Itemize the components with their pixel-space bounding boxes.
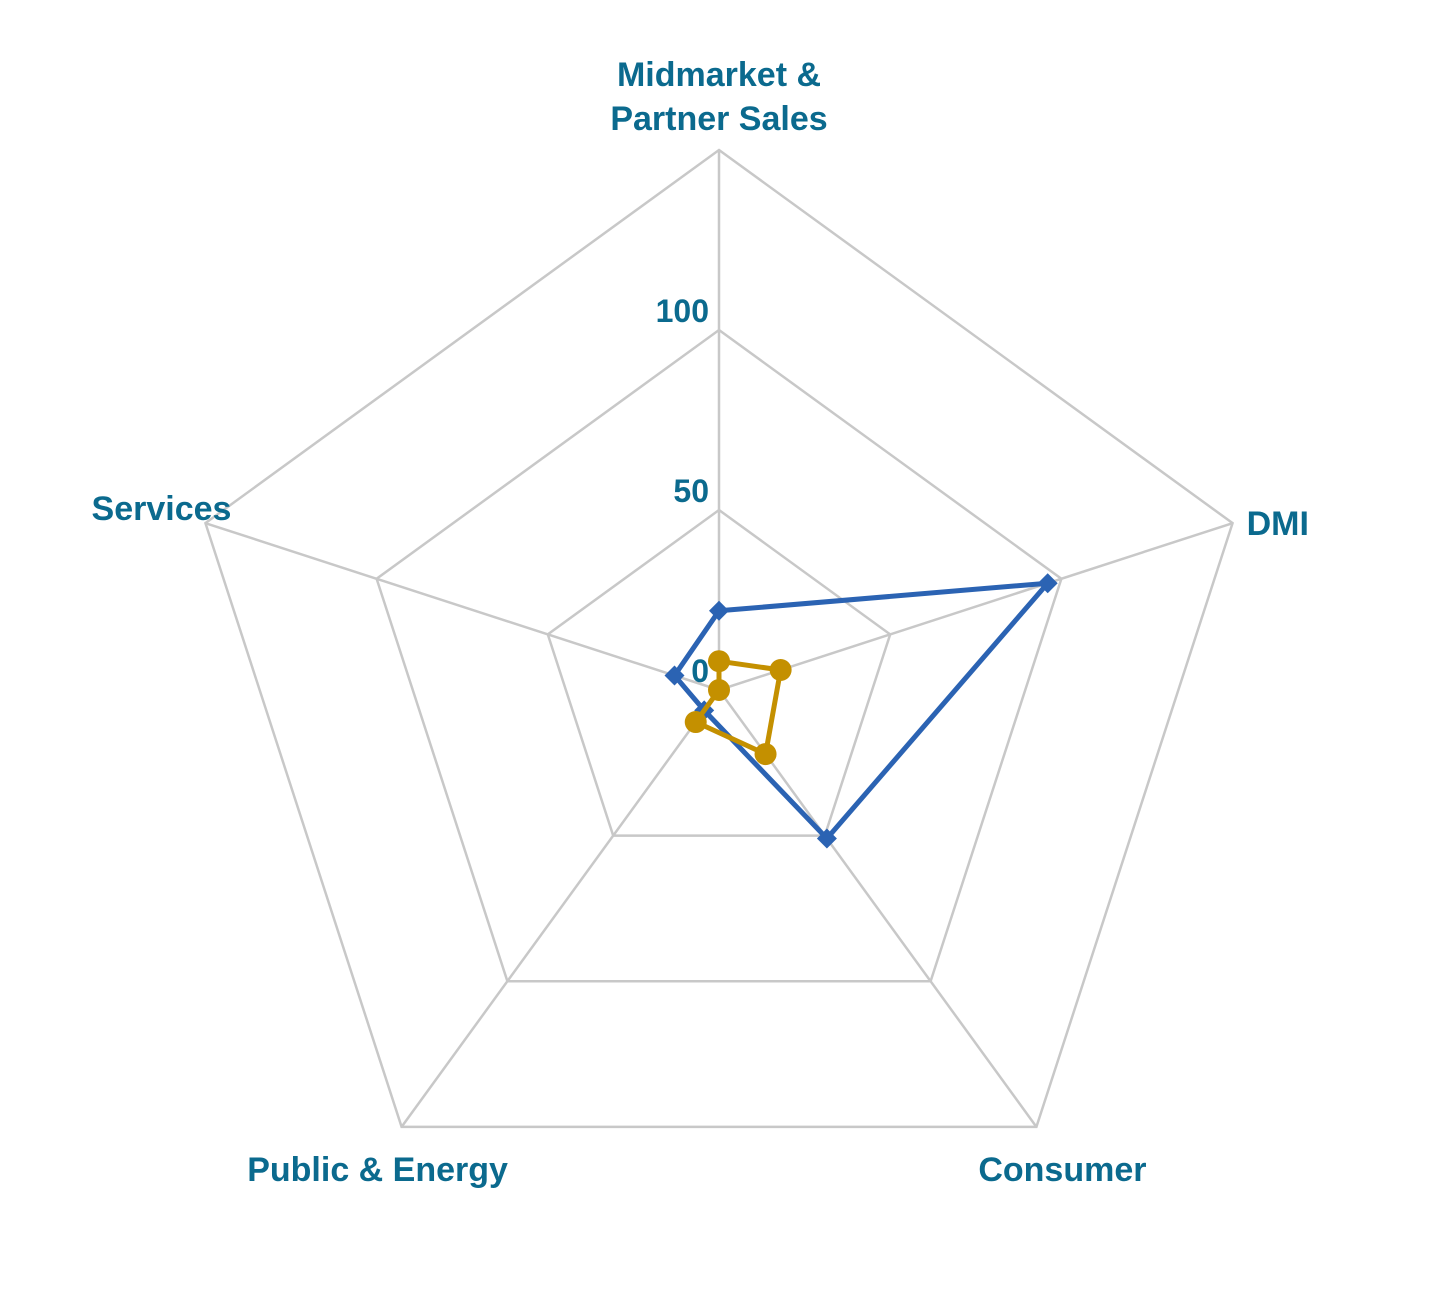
grid-spoke (205, 521, 720, 692)
category-labels: Midmarket & Partner Sales DMI Consumer Publi… (92, 56, 1309, 1189)
data-point (769, 658, 792, 681)
data-point (816, 828, 837, 849)
series-line (671, 580, 1051, 842)
radar-grid (203, 148, 1235, 1129)
grid-ring (375, 328, 1063, 983)
tick-labels: 0 50 100 (656, 293, 709, 689)
series-2 (684, 650, 792, 766)
category-label: Services (92, 490, 232, 528)
data-point (1037, 573, 1058, 594)
data-point (684, 711, 707, 734)
data-point (708, 679, 730, 701)
grid-ring (203, 148, 1235, 1129)
series-layer (664, 573, 1058, 849)
category-label: Public & Energy (247, 1151, 508, 1189)
data-point (754, 743, 777, 766)
category-label: DMI (1247, 505, 1309, 543)
grid-spoke (718, 521, 1233, 692)
tick-label: 100 (656, 293, 709, 329)
data-point (709, 600, 729, 621)
grid-ring (546, 508, 892, 837)
data-point (708, 650, 730, 673)
tick-label: 50 (673, 473, 709, 509)
category-label: Midmarket & Partner Sales (610, 56, 827, 138)
grid-spoke (400, 689, 721, 1128)
tick-label: 0 (691, 653, 709, 689)
data-point (664, 665, 685, 686)
category-label: Consumer (978, 1151, 1146, 1189)
